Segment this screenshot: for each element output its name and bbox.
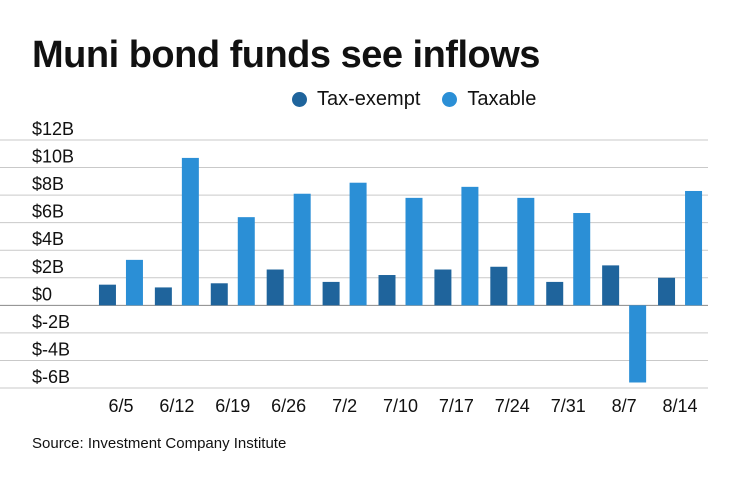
bar-tax-exempt [98,284,116,306]
source-note: Source: Investment Company Institute [32,435,287,452]
chart-title: Muni bond funds see inflows [32,34,540,76]
x-tick-label: 7/17 [439,396,474,416]
bar-tax-exempt [154,287,172,306]
bar-tax-exempt [658,277,676,306]
bar-taxable [405,197,423,306]
bar-tax-exempt [602,265,620,306]
y-tick-label: $10B [32,147,74,167]
legend-swatch-taxable [442,91,458,107]
legend-item-tax-exempt: Tax-exempt [292,88,420,111]
bar-taxable [125,259,143,306]
bar-tax-exempt [322,281,340,306]
bar-taxable [293,193,311,306]
bar-taxable [573,213,591,306]
legend: Tax-exempt Taxable [292,86,558,112]
bar-taxable [685,190,703,306]
bar-taxable [629,305,647,383]
x-tick-label: 8/7 [612,396,637,416]
y-tick-label: $8B [32,174,64,194]
x-tick-label: 8/14 [663,396,698,416]
bar-tax-exempt [210,283,228,306]
bar-tax-exempt [434,269,452,306]
y-tick-label: $6B [32,202,64,222]
y-tick-label: $4B [32,229,64,249]
legend-swatch-tax-exempt [292,91,307,107]
y-tick-label: $-4B [32,339,70,359]
bar-tax-exempt [546,281,564,306]
x-tick-label: 7/2 [332,396,357,416]
legend-label-tax-exempt: Tax-exempt [317,87,421,110]
bar-taxable [237,217,255,306]
y-tick-label: $12B [32,119,74,139]
x-tick-label: 7/31 [551,396,586,416]
legend-label-taxable: Taxable [467,87,537,110]
x-tick-label: 6/12 [159,396,194,416]
y-tick-label: $-2B [32,312,70,332]
bar-taxable [181,157,199,306]
bar-tax-exempt [378,275,396,306]
x-tick-label: 7/10 [383,396,418,416]
x-tick-label: 6/5 [108,396,133,416]
y-tick-label: $0 [32,284,52,304]
bar-taxable [349,182,367,306]
x-tick-label: 7/24 [495,396,530,416]
y-tick-label: $-6B [32,367,70,387]
x-tick-label: 6/19 [215,396,250,416]
bar-taxable [517,197,535,306]
bar-taxable [461,186,479,306]
y-tick-label: $2B [32,257,64,277]
x-tick-label: 6/26 [271,396,306,416]
bar-tax-exempt [266,269,284,306]
bar-tax-exempt [490,266,508,306]
legend-item-taxable: Taxable [442,88,536,111]
